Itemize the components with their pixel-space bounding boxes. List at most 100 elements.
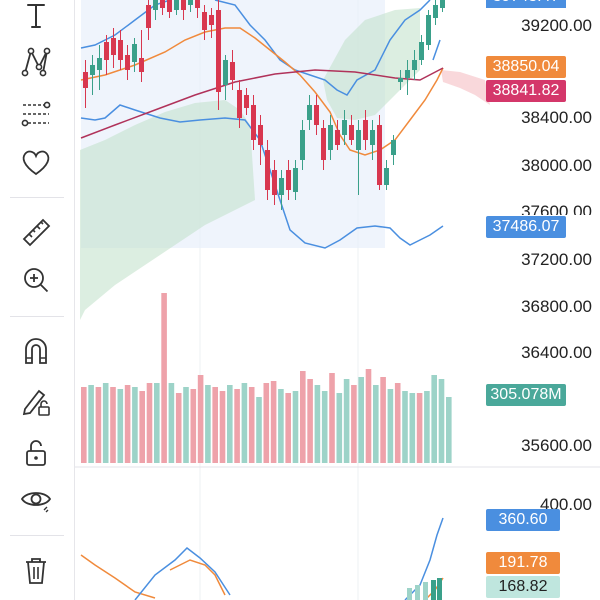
- volume-bar: [321, 391, 328, 463]
- volume-bar: [343, 379, 350, 463]
- price-label: 36400.00: [521, 343, 592, 362]
- price-label: 38000.00: [521, 156, 592, 175]
- volume-bar: [336, 393, 343, 463]
- volume-bar: [329, 373, 335, 463]
- volume-bar: [102, 383, 109, 463]
- price-label: 37200.00: [521, 250, 592, 269]
- candle-body: [230, 62, 235, 80]
- volume-bar: [278, 389, 284, 463]
- chart-area[interactable]: 39743.47 39200.00 38400.00 38000.00 3760…: [75, 0, 600, 600]
- unlock-button[interactable]: [12, 430, 60, 474]
- volume-bar: [234, 389, 240, 463]
- volume-bar: [402, 391, 408, 463]
- candle-body: [405, 70, 410, 78]
- magnet-icon: [25, 338, 47, 364]
- volume-bar: [168, 383, 175, 463]
- candle-body: [202, 12, 207, 30]
- moving-average-line: [80, 67, 444, 139]
- volume-bar: [365, 369, 372, 463]
- price-label: 38400.00: [521, 108, 592, 127]
- pattern-icon: [21, 47, 51, 77]
- oscillator-pane: [80, 517, 444, 600]
- favorites-button[interactable]: [12, 140, 60, 184]
- candle-body: [146, 5, 151, 28]
- candle-body: [216, 10, 221, 92]
- candle-body: [83, 72, 88, 88]
- volume-bars: [81, 293, 452, 463]
- candle-body: [384, 168, 389, 185]
- toolbar-divider: [10, 316, 64, 317]
- volume-bar: [351, 385, 357, 463]
- candle-body: [412, 60, 417, 70]
- price-label: 36800.00: [521, 297, 592, 316]
- volume-bar: [81, 387, 87, 463]
- volume-bar: [197, 375, 204, 463]
- volume-bar: [358, 377, 364, 463]
- volume-bar: [139, 391, 145, 463]
- delete-button[interactable]: [12, 548, 60, 592]
- ruler-tool-button[interactable]: [12, 210, 60, 254]
- candle-body: [181, 0, 186, 10]
- volume-bar: [300, 371, 306, 463]
- volume-bar: [190, 389, 197, 463]
- volume-bar: [292, 391, 299, 463]
- orange-line: [80, 27, 444, 156]
- oscillator-tag-blue: 360.60: [486, 509, 560, 531]
- volume-bar: [241, 383, 248, 463]
- volume-bar: [146, 383, 153, 463]
- volume-bar: [431, 375, 437, 463]
- oscillator-tag-orange: 191.78: [486, 552, 560, 574]
- volume-bar: [161, 293, 167, 463]
- volume-bar: [183, 387, 189, 463]
- volume-bar: [416, 393, 423, 463]
- candle-body: [377, 125, 382, 185]
- volume-bar: [424, 391, 430, 463]
- volume-bar: [409, 393, 416, 463]
- fib-retracement-icon: [21, 101, 51, 127]
- volume-bar: [314, 385, 321, 463]
- eye-icon: [20, 492, 52, 513]
- visibility-button[interactable]: [12, 477, 60, 521]
- candle-body: [174, 0, 179, 10]
- candle-body: [349, 125, 354, 140]
- candle-body: [391, 140, 396, 155]
- volume-bar: [110, 387, 116, 463]
- toolbar-divider: [10, 535, 64, 536]
- candle-body: [118, 40, 123, 60]
- volume-bar: [373, 385, 379, 463]
- candle-body: [209, 15, 214, 25]
- pattern-tool-button[interactable]: [12, 40, 60, 84]
- oscillator-blue-line: [134, 547, 231, 600]
- price-chart[interactable]: [75, 0, 600, 600]
- candle-body: [223, 60, 228, 85]
- volume-bar: [95, 387, 102, 463]
- volume-bar: [446, 397, 452, 463]
- candle-body: [188, 0, 193, 5]
- candle-body: [153, 0, 158, 10]
- candle-body: [111, 38, 116, 55]
- lower-band-line: [80, 104, 444, 249]
- candle-body: [398, 78, 403, 82]
- magnet-button[interactable]: [12, 328, 60, 372]
- fib-tool-button[interactable]: [12, 92, 60, 136]
- volume-bar: [154, 383, 160, 463]
- lock-drawings-button[interactable]: [12, 380, 60, 424]
- candle-body: [279, 178, 284, 195]
- zoom-in-button[interactable]: [12, 258, 60, 302]
- zoom-in-icon: [24, 268, 49, 293]
- volume-bar: [124, 385, 131, 463]
- candle-body: [314, 105, 319, 125]
- volume-bar: [117, 389, 124, 463]
- upper-band-tag: 38850.04: [486, 56, 566, 78]
- candle-body: [321, 128, 326, 160]
- candle-body: [307, 105, 312, 120]
- text-tool-button[interactable]: [12, 0, 60, 36]
- volume-bar: [132, 387, 138, 463]
- drawing-toolbar: [0, 0, 75, 600]
- candle-body: [167, 0, 172, 12]
- candle-body: [97, 58, 102, 70]
- price-label: 39200.00: [521, 16, 592, 35]
- pencil-lock-icon: [22, 389, 50, 416]
- price-label: 37600.00: [521, 202, 592, 215]
- ichimoku-cloud: [80, 100, 255, 320]
